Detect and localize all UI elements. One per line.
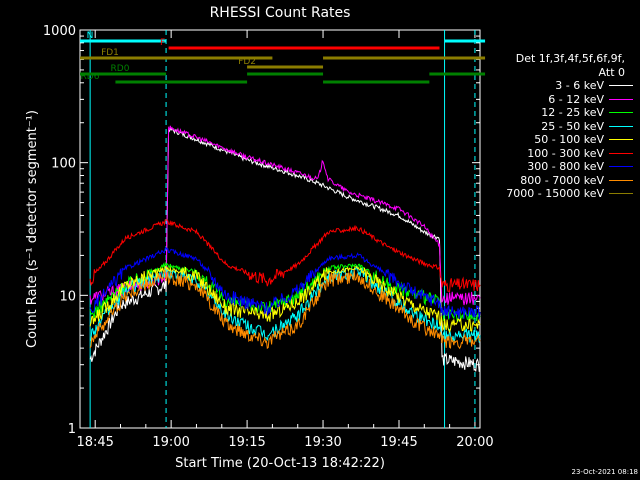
plot-frame	[79, 29, 481, 429]
legend-swatch	[609, 98, 633, 100]
legend-label: 6 - 12 keV	[548, 92, 604, 106]
legend-header-line1: Det 1f,3f,4f,5f,6f,9f,	[515, 52, 625, 65]
state-bar-label: F	[160, 38, 165, 48]
y-axis-label: Count Rate (s⁻¹ detector segment⁻¹)	[25, 110, 40, 348]
series-line-7	[89, 269, 481, 350]
x-tick-label: 19:30	[304, 435, 341, 450]
legend-label: 7000 - 15000 keV	[506, 187, 604, 200]
legend-swatch	[609, 125, 633, 127]
state-bar-label: RD0	[111, 64, 130, 74]
legend-swatch	[609, 139, 633, 141]
legend-item: 100 - 300 keV	[483, 147, 633, 161]
state-bar-label: FD2	[238, 57, 256, 67]
legend-label: 25 - 50 keV	[541, 119, 604, 133]
y-tick-label: 1	[68, 422, 76, 437]
legend-swatch	[609, 112, 633, 114]
legend-label: 100 - 300 keV	[527, 146, 604, 160]
legend-swatch	[609, 85, 633, 87]
series-line-0	[89, 127, 481, 372]
x-tick-label: 19:00	[152, 435, 189, 450]
y-tick-label: 10	[59, 289, 76, 304]
series-line-4	[89, 265, 481, 334]
legend-swatch	[609, 166, 633, 168]
legend-label: 3 - 6 keV	[555, 79, 604, 92]
legend-swatch	[609, 152, 633, 154]
x-tick-label: 20:00	[456, 435, 493, 450]
legend-item: 12 - 25 keV	[483, 106, 633, 120]
legend-item: 25 - 50 keV	[483, 120, 633, 134]
legend: Det 1f,3f,4f,5f,6f,9f, Att 0 3 - 6 keV 6 …	[483, 52, 633, 201]
y-tick-label: 100	[51, 157, 76, 172]
legend-item: 6 - 12 keV	[483, 93, 633, 107]
chart-title: RHESSI Count Rates	[210, 5, 351, 21]
legend-item: 300 - 800 keV	[483, 160, 633, 174]
y-tick-label: 1000	[43, 24, 76, 39]
legend-label: 300 - 800 keV	[527, 160, 604, 173]
series-line-5	[89, 219, 481, 293]
x-tick-label: 18:45	[76, 435, 113, 450]
timestamp: 23-Oct-2021 08:18	[571, 468, 638, 476]
legend-item: 3 - 6 keV	[483, 79, 633, 93]
legend-item: 50 - 100 keV	[483, 133, 633, 147]
state-bar-label: FD1	[101, 48, 119, 58]
legend-swatch	[609, 179, 633, 181]
x-axis-label: Start Time (20-Oct-13 18:42:22)	[175, 456, 385, 471]
legend-header-line2: Att 0	[598, 65, 625, 79]
legend-label: 50 - 100 keV	[534, 133, 604, 146]
legend-item: 800 - 7000 keV	[483, 174, 633, 188]
x-tick-label: 19:15	[228, 435, 265, 450]
legend-swatch	[609, 193, 633, 195]
legend-label: 800 - 7000 keV	[520, 173, 604, 187]
state-bar-label: RD6	[81, 72, 100, 82]
state-bar-label: N	[87, 31, 94, 41]
legend-label: 12 - 25 keV	[541, 106, 604, 119]
legend-item: 7000 - 15000 keV	[483, 187, 633, 201]
x-tick-label: 19:45	[380, 435, 417, 450]
series-line-6	[89, 246, 481, 320]
